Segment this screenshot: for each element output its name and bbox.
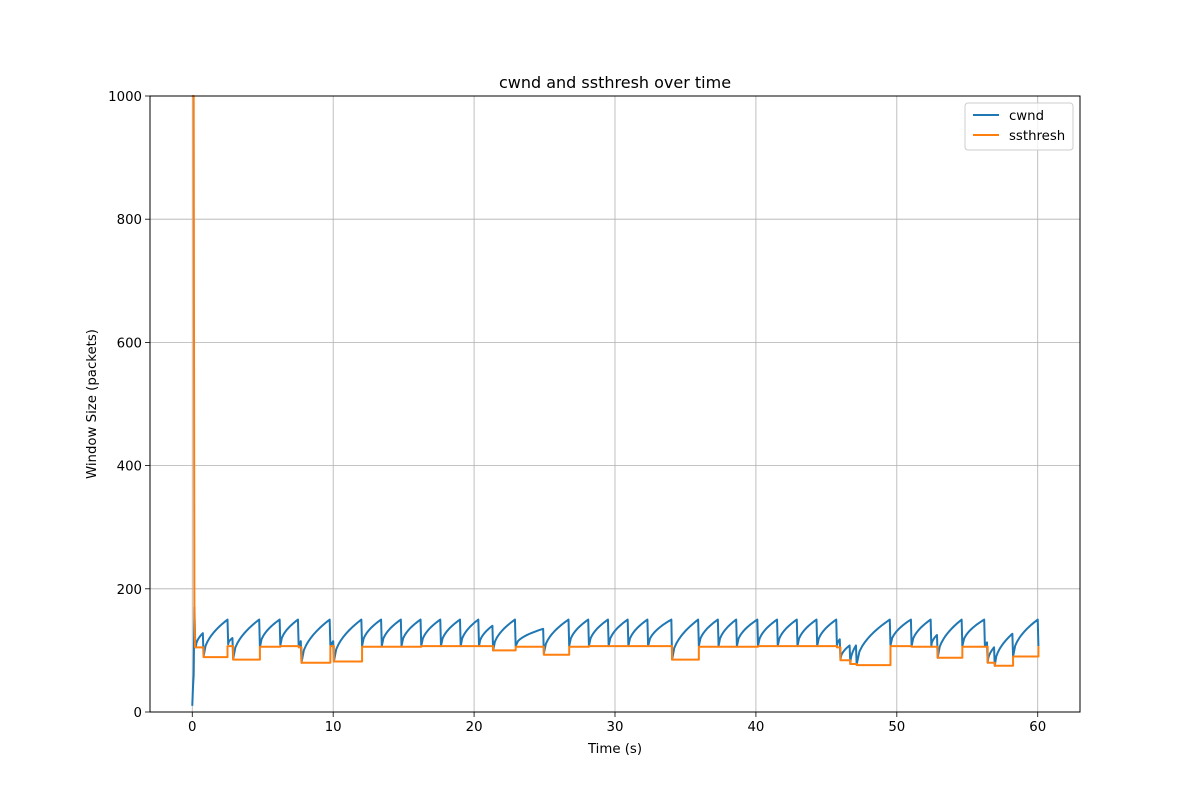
- x-axis-label: Time (s): [587, 742, 642, 757]
- x-tick-label: 60: [1029, 720, 1046, 735]
- y-tick-label: 0: [134, 706, 142, 721]
- legend-label-cwnd: cwnd: [1009, 109, 1044, 124]
- x-tick-label: 0: [188, 720, 196, 735]
- series-layer: [191, 95, 1040, 706]
- y-axis-label: Window Size (packets): [85, 329, 100, 479]
- series-line-cwnd: [191, 606, 1040, 706]
- x-tick-label: 40: [747, 720, 764, 735]
- x-tick-label: 50: [888, 720, 905, 735]
- x-tick-label: 10: [325, 720, 342, 735]
- legend: cwnd ssthresh: [964, 102, 1074, 151]
- y-tick-label: 400: [117, 460, 142, 475]
- y-tick-label: 200: [117, 583, 142, 598]
- x-tick-label: 20: [466, 720, 483, 735]
- y-tick-label: 800: [117, 213, 142, 228]
- y-tick-label: 600: [117, 336, 142, 351]
- series-line-ssthresh: [192, 95, 1040, 667]
- grid-layer: [150, 95, 1080, 713]
- chart-title: cwnd and ssthresh over time: [499, 73, 731, 92]
- legend-label-ssthresh: ssthresh: [1009, 129, 1065, 144]
- y-tick-label: 1000: [108, 90, 142, 105]
- x-tick-label: 30: [607, 720, 624, 735]
